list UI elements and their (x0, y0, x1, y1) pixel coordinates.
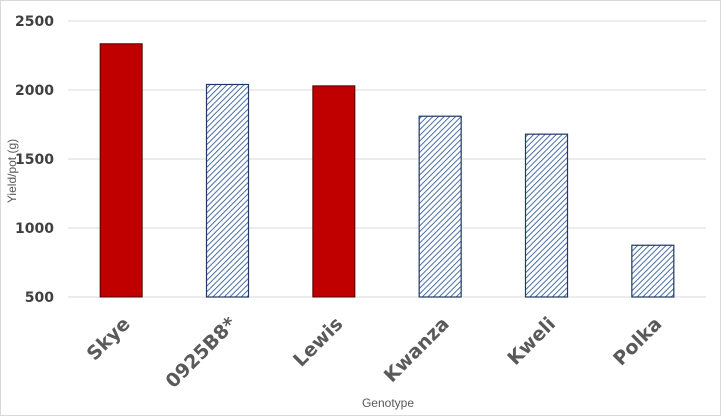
y-axis-ticks: 500 1000 1500 2000 2500 (15, 14, 54, 306)
y-tick-label: 1000 (15, 221, 54, 237)
x-category-label: 0925B8* (161, 313, 241, 393)
bar-polka (631, 244, 675, 298)
x-category-label: Polka (609, 313, 666, 370)
x-axis-category-labels: Skye 0925B8* Lewis Kwanza Kweli Polka (83, 313, 667, 393)
bar-kwanza (418, 115, 462, 298)
x-category-label: Skye (83, 313, 135, 365)
y-tick-label: 2000 (15, 83, 54, 99)
x-category-label: Lewis (289, 313, 347, 371)
gridlines (68, 20, 706, 298)
bar-kweli (524, 133, 569, 298)
x-category-label: Kwanza (380, 313, 454, 387)
y-tick-label: 1500 (15, 152, 54, 168)
bars (99, 43, 675, 298)
bar-skye (99, 43, 143, 298)
bar-lewis (312, 85, 356, 298)
x-axis-title: Genotype (362, 396, 414, 410)
y-axis-title: Yield/pot (g) (5, 139, 19, 203)
bar-0925b8 (205, 83, 250, 298)
y-tick-label: 500 (25, 290, 54, 306)
y-tick-label: 2500 (15, 14, 54, 30)
x-category-label: Kweli (503, 313, 560, 370)
